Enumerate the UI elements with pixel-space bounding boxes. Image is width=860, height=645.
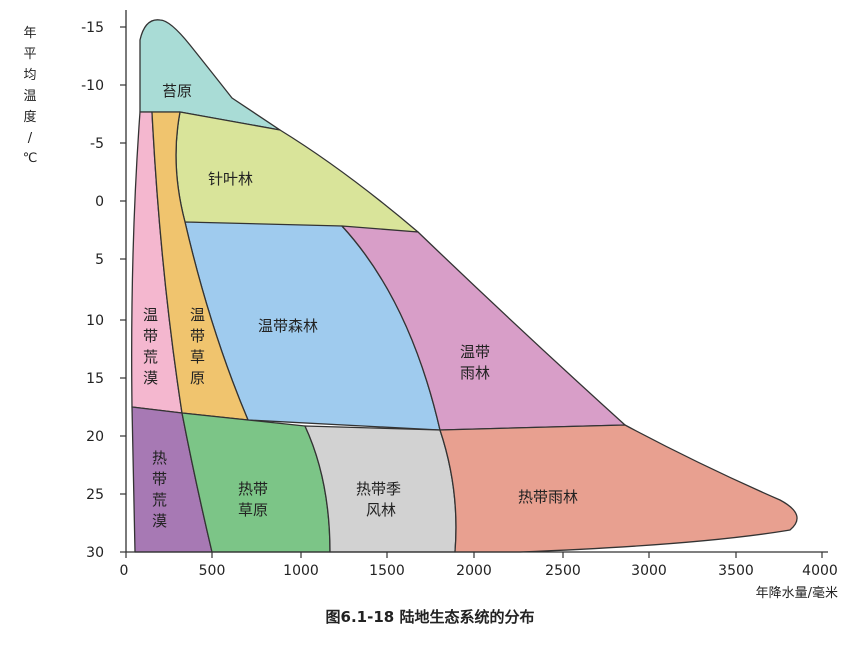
y-tick-label: 10 [86, 313, 104, 329]
label-temperate-forest: 温带森林 [258, 317, 318, 335]
x-tick-label: 4000 [802, 563, 838, 579]
x-tick-label: 500 [199, 563, 226, 579]
y-tick-label: 25 [86, 487, 104, 503]
x-tick-label: 3000 [631, 563, 667, 579]
y-axis-title: 年 平 均 温 度 / ℃ [23, 26, 38, 166]
x-tick-label: 0 [120, 563, 129, 579]
region-labels: 苔原 针叶林 温带森林 温带 雨林 温 带 荒 漠 温 带 草 原 热 带 荒 … [143, 82, 578, 530]
y-title-char: 温 [23, 89, 36, 104]
x-axis: 0 500 1000 1500 2000 2500 3000 3500 4000… [120, 551, 838, 601]
x-axis-tick-labels: 0 500 1000 1500 2000 2500 3000 3500 4000 [120, 563, 838, 579]
regions [131, 19, 798, 553]
y-tick-label: 0 [95, 194, 104, 210]
x-axis-title: 年降水量/毫米 [756, 585, 838, 601]
y-tick-label: -10 [81, 78, 104, 94]
y-title-char: 均 [23, 68, 36, 83]
label-temperate-desert: 温 带 荒 漠 [143, 306, 163, 387]
y-axis-tick-labels: -15 -10 -5 0 5 10 15 20 25 30 [81, 20, 104, 561]
y-tick-label: 15 [86, 371, 104, 387]
x-tick-label: 1000 [283, 563, 319, 579]
y-title-char: 度 [23, 109, 36, 125]
label-tropical-seasonal-forest: 热带季 风林 [356, 480, 406, 519]
label-temperate-rainforest: 温带 雨林 [460, 343, 495, 382]
y-tick-label: -5 [90, 136, 104, 152]
x-tick-label: 2500 [545, 563, 581, 579]
y-tick-label: 5 [95, 252, 104, 268]
label-tropical-grassland: 热带 草原 [238, 480, 273, 519]
y-tick-label: -15 [81, 20, 104, 36]
y-tick-label: 30 [86, 545, 104, 561]
region-tundra [139, 19, 281, 131]
y-title-char: 年 [23, 26, 36, 41]
y-title-char: / [28, 131, 33, 146]
y-title-char: 平 [23, 47, 36, 62]
label-tropical-desert: 热 带 荒 漠 [152, 449, 172, 530]
region-temperate-grassland [151, 111, 249, 421]
y-title-char: ℃ [23, 151, 38, 166]
figure-caption: 图6.1-18 陆地生态系统的分布 [326, 608, 535, 626]
x-tick-label: 2000 [456, 563, 492, 579]
label-temperate-grassland: 温 带 草 原 [190, 306, 210, 387]
y-axis: -15 -10 -5 0 5 10 15 20 25 30 年 平 均 温 度 … [23, 10, 127, 561]
x-tick-label: 3500 [718, 563, 754, 579]
x-axis-ticks [125, 552, 823, 558]
label-tundra: 苔原 [162, 82, 192, 100]
y-tick-label: 20 [86, 429, 104, 445]
label-taiga: 针叶林 [208, 170, 253, 188]
y-axis-ticks [120, 26, 126, 553]
x-tick-label: 1500 [369, 563, 405, 579]
region-tropical-rainforest [439, 424, 798, 553]
label-tropical-rainforest: 热带雨林 [518, 488, 578, 506]
